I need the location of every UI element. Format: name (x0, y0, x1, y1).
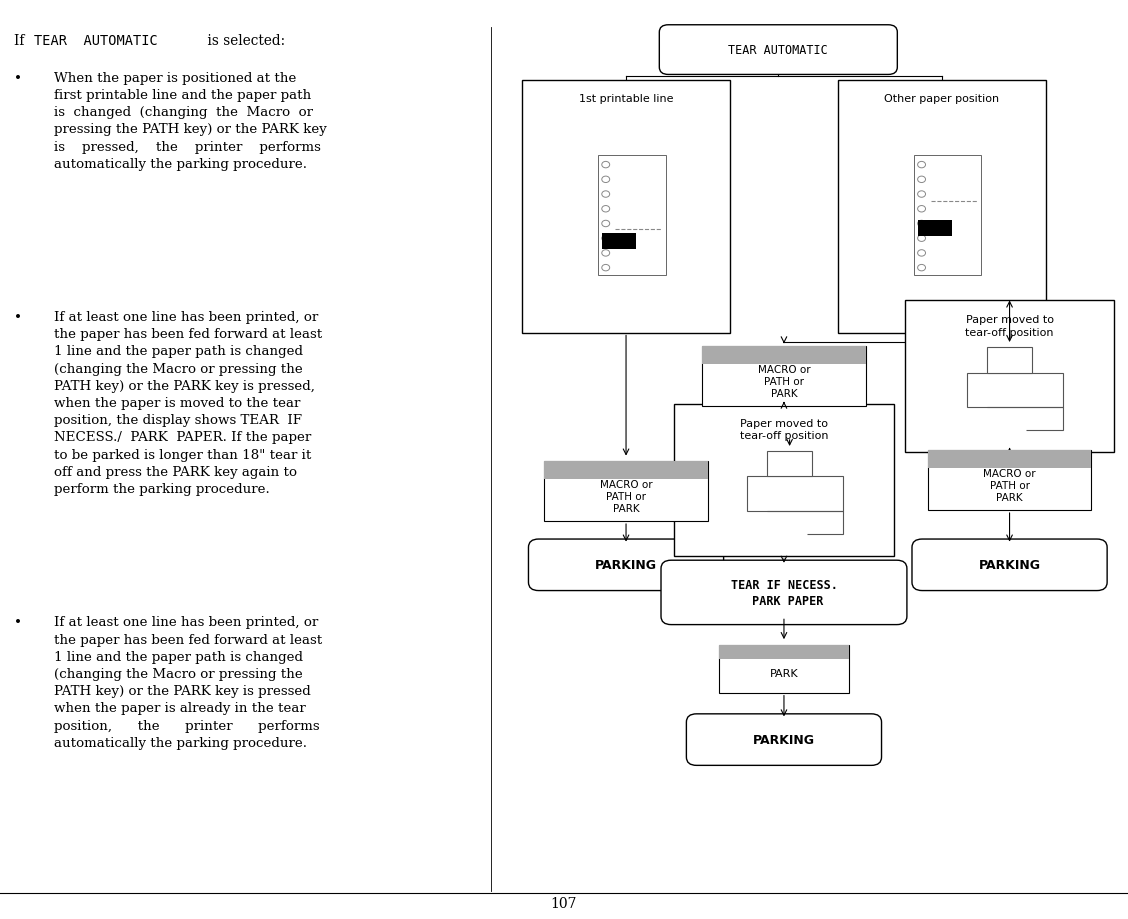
FancyBboxPatch shape (927, 451, 1091, 469)
FancyBboxPatch shape (521, 80, 731, 333)
Text: Other paper position: Other paper position (884, 94, 999, 104)
Text: 107: 107 (550, 896, 578, 910)
Text: •: • (14, 311, 21, 324)
Text: PARKING: PARKING (596, 559, 656, 572)
Text: MACRO or
PATH or
PARK: MACRO or PATH or PARK (984, 469, 1036, 503)
FancyBboxPatch shape (661, 561, 907, 625)
FancyBboxPatch shape (911, 539, 1108, 591)
Text: MACRO or
PATH or
PARK: MACRO or PATH or PARK (600, 480, 652, 514)
Text: If: If (14, 34, 28, 48)
FancyBboxPatch shape (702, 346, 866, 365)
FancyBboxPatch shape (918, 221, 952, 237)
FancyBboxPatch shape (720, 645, 848, 693)
Text: If at least one line has been printed, or
the paper has been fed forward at leas: If at least one line has been printed, o… (54, 616, 323, 749)
Text: is selected:: is selected: (203, 34, 285, 48)
FancyBboxPatch shape (720, 645, 848, 660)
FancyBboxPatch shape (767, 451, 812, 477)
FancyBboxPatch shape (914, 156, 981, 276)
Text: PARKING: PARKING (979, 559, 1040, 572)
FancyBboxPatch shape (598, 156, 666, 276)
Text: PARK: PARK (769, 668, 799, 678)
FancyBboxPatch shape (747, 477, 843, 512)
FancyBboxPatch shape (686, 714, 881, 766)
FancyBboxPatch shape (528, 539, 724, 591)
FancyBboxPatch shape (702, 346, 866, 406)
FancyBboxPatch shape (837, 80, 1047, 333)
FancyBboxPatch shape (987, 347, 1032, 373)
Text: •: • (14, 616, 21, 630)
FancyBboxPatch shape (905, 301, 1114, 452)
Text: MACRO or
PATH or
PARK: MACRO or PATH or PARK (758, 365, 810, 399)
Text: PARKING: PARKING (754, 733, 814, 746)
Text: When the paper is positioned at the
first printable line and the paper path
is  : When the paper is positioned at the firs… (54, 72, 327, 171)
Text: TEAR  AUTOMATIC: TEAR AUTOMATIC (34, 34, 158, 48)
FancyBboxPatch shape (673, 404, 893, 556)
Text: TEAR IF NECESS.
 PARK PAPER: TEAR IF NECESS. PARK PAPER (731, 579, 837, 607)
Text: Paper moved to
tear-off position: Paper moved to tear-off position (740, 418, 828, 441)
FancyBboxPatch shape (927, 450, 1091, 511)
FancyBboxPatch shape (602, 233, 636, 250)
Text: TEAR AUTOMATIC: TEAR AUTOMATIC (729, 44, 828, 57)
Text: Paper moved to
tear-off position: Paper moved to tear-off position (966, 314, 1054, 337)
FancyBboxPatch shape (544, 461, 708, 480)
Text: If at least one line has been printed, or
the paper has been fed forward at leas: If at least one line has been printed, o… (54, 311, 323, 495)
Text: •: • (14, 72, 21, 85)
Text: 1st printable line: 1st printable line (579, 94, 673, 104)
FancyBboxPatch shape (659, 26, 897, 75)
FancyBboxPatch shape (544, 461, 708, 522)
FancyBboxPatch shape (967, 373, 1064, 408)
